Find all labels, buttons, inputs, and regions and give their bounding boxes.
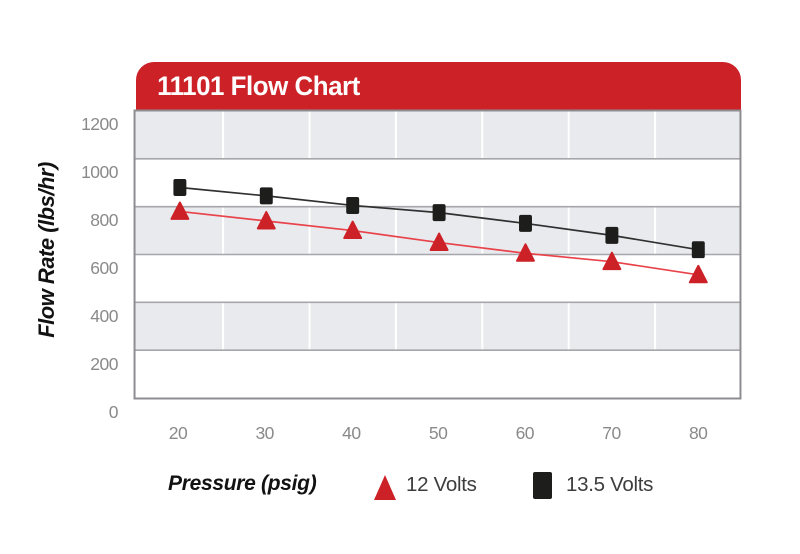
square-marker-icon xyxy=(533,472,552,499)
square-data-marker xyxy=(173,179,187,197)
x-tick-label: 70 xyxy=(602,423,621,443)
x-tick-label: 40 xyxy=(342,423,361,443)
triangle-marker-icon xyxy=(374,475,396,500)
legend-label-13-5-volts: 13.5 Volts xyxy=(566,473,654,496)
square-data-marker xyxy=(259,187,273,205)
y-tick-label: 800 xyxy=(90,210,118,230)
x-tick-label: 80 xyxy=(688,423,708,443)
plot-area xyxy=(133,109,742,400)
square-data-marker xyxy=(691,241,705,259)
y-tick-label: 0 xyxy=(108,402,119,422)
x-axis-title: Pressure (psig) xyxy=(168,472,317,495)
plot-band xyxy=(135,302,740,351)
y-tick-label: 200 xyxy=(90,354,118,374)
square-data-marker xyxy=(519,214,532,232)
legend-label-12-volts: 12 Volts xyxy=(406,473,477,496)
plot-band xyxy=(135,350,740,399)
y-tick-label: 1000 xyxy=(81,162,118,182)
square-data-marker xyxy=(346,196,360,214)
y-tick-label: 600 xyxy=(90,258,118,278)
chart-title: 11101 Flow Chart xyxy=(157,70,360,101)
y-tick-label: 1200 xyxy=(81,114,118,134)
triangle-data-marker xyxy=(429,232,449,252)
triangle-data-marker xyxy=(602,251,622,271)
x-tick-label: 50 xyxy=(428,423,448,443)
triangle-data-marker xyxy=(170,201,190,220)
plot-band xyxy=(135,158,740,207)
triangle-data-marker xyxy=(516,243,535,262)
x-tick-label: 60 xyxy=(515,423,535,443)
square-data-marker xyxy=(432,204,446,222)
plot-band xyxy=(135,254,740,303)
triangle-data-marker xyxy=(688,264,708,284)
plot-band xyxy=(135,110,740,159)
triangle-data-marker xyxy=(256,211,276,230)
plot-border xyxy=(133,109,742,400)
chart-title-bar: 11101 Flow Chart xyxy=(136,62,741,110)
triangle-data-marker xyxy=(343,220,363,240)
square-data-marker xyxy=(605,226,619,244)
y-tick-label: 400 xyxy=(90,306,118,326)
x-tick-label: 20 xyxy=(168,423,188,443)
x-tick-label: 30 xyxy=(255,423,274,443)
